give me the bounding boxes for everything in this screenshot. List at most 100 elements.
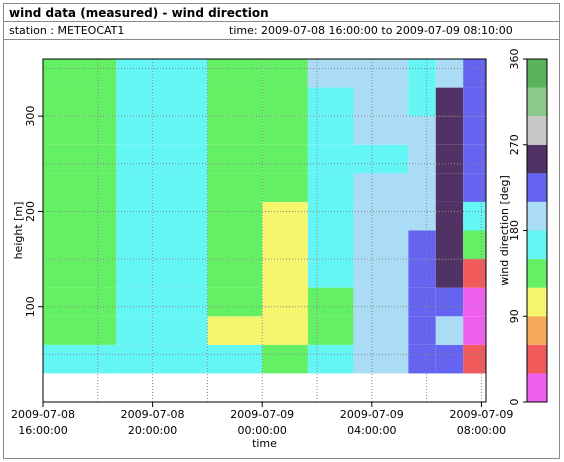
- heatmap-cell: [408, 173, 436, 202]
- title-bar: wind data (measured) - wind direction: [4, 4, 559, 22]
- heatmap-cell: [207, 259, 263, 288]
- colorbar-label: wind direction [deg]: [498, 175, 511, 286]
- heatmap-cell: [116, 287, 153, 317]
- heatmap-cell: [408, 230, 436, 260]
- colorbar-segment: [527, 59, 547, 88]
- heatmap-cell: [207, 201, 263, 231]
- colorbar-tick-label: 0: [508, 399, 521, 406]
- heatmap-cell: [262, 173, 308, 202]
- colorbar-tick-label: 90: [508, 309, 521, 323]
- heatmap-cell: [435, 230, 464, 260]
- colorbar-segment: [527, 373, 547, 402]
- heatmap-cell: [463, 116, 486, 145]
- heatmap-cell: [307, 316, 354, 345]
- heatmap-cell: [262, 344, 308, 374]
- x-tick-label-time: 20:00:00: [128, 424, 177, 437]
- colorbar-segment: [527, 316, 547, 345]
- heatmap-cell: [353, 230, 409, 260]
- heatmap-cell: [152, 316, 208, 345]
- colorbar-segment: [527, 116, 547, 145]
- heatmap-cell: [43, 116, 117, 145]
- heatmap-cell: [116, 344, 153, 374]
- heatmap-cell: [307, 59, 354, 88]
- heatmap-cell: [408, 344, 436, 374]
- heatmap-cell: [353, 173, 409, 202]
- colorbar-segment: [527, 230, 547, 260]
- heatmap-cell: [152, 344, 208, 374]
- x-tick-label-date: 2009-07-08: [11, 408, 75, 421]
- heatmap-cell: [463, 59, 486, 88]
- y-tick-label: 200: [24, 201, 37, 222]
- x-tick-label-time: 04:00:00: [347, 424, 396, 437]
- y-axis: 100 200 300: [24, 106, 43, 317]
- x-tick-label-time: 16:00:00: [18, 424, 67, 437]
- heatmap-cell: [307, 201, 354, 231]
- heatmap-cell: [116, 316, 153, 345]
- heatmap-cell: [262, 116, 308, 145]
- heatmap-cell: [152, 116, 208, 145]
- heatmap-cell: [152, 230, 208, 260]
- x-tick-label-time: 00:00:00: [238, 424, 287, 437]
- heatmap-cell: [116, 259, 153, 288]
- heatmap-cell: [207, 116, 263, 145]
- colorbar: 0 90 180 270 360: [508, 49, 548, 406]
- heatmap-cell: [408, 316, 436, 345]
- heatmap-cell: [262, 316, 308, 345]
- colorbar-segment: [527, 144, 547, 174]
- heatmap-cell: [307, 344, 354, 374]
- heatmap-cell: [262, 59, 308, 88]
- heatmap-cell: [262, 259, 308, 288]
- colorbar-segment: [527, 344, 547, 374]
- heatmap-cell: [463, 287, 486, 317]
- x-axis-label: time: [252, 437, 277, 450]
- y-tick-label: 100: [24, 296, 37, 317]
- y-tick-label: 300: [24, 106, 37, 127]
- heatmap-cell: [435, 201, 464, 231]
- heatmap-cell: [207, 173, 263, 202]
- heatmap-cell: [307, 259, 354, 288]
- heatmap-cell: [353, 144, 409, 174]
- heatmap-cell: [262, 144, 308, 174]
- heatmap-cell: [152, 259, 208, 288]
- heatmap-cell: [463, 144, 486, 174]
- heatmap-cell: [353, 59, 409, 88]
- heatmap-cell: [207, 230, 263, 260]
- heatmap-cell: [408, 59, 436, 88]
- heatmap-cell: [43, 87, 117, 117]
- heatmap-cell: [262, 287, 308, 317]
- heatmap-cell: [408, 201, 436, 231]
- heatmap-cell: [435, 316, 464, 345]
- heatmap-cell: [43, 344, 117, 374]
- heatmap-cell: [435, 87, 464, 117]
- heatmap-cell: [43, 173, 117, 202]
- heatmap-cell: [116, 201, 153, 231]
- colorbar-segment: [527, 87, 547, 117]
- y-axis-label: height [m]: [12, 202, 25, 260]
- heatmap-cell: [207, 316, 263, 345]
- heatmap-cell: [43, 144, 117, 174]
- heatmap-cell: [152, 173, 208, 202]
- heatmap-cell: [408, 259, 436, 288]
- x-axis: 2009-07-08 16:00:00 2009-07-08 20:00:00 2009…: [11, 402, 513, 437]
- heatmap-cell: [353, 259, 409, 288]
- heatmap-cell: [262, 230, 308, 260]
- heatmap-cell: [463, 230, 486, 260]
- heatmap-cell: [43, 316, 117, 345]
- heatmap-cell: [152, 59, 208, 88]
- heatmap-cell: [116, 230, 153, 260]
- heatmap-cell: [116, 87, 153, 117]
- heatmap-cell: [353, 87, 409, 117]
- heatmap-cell: [307, 87, 354, 117]
- x-tick-label-date: 2009-07-08: [121, 408, 185, 421]
- heatmap-cell: [463, 201, 486, 231]
- heatmap-cell: [43, 287, 117, 317]
- heatmap-cell: [152, 87, 208, 117]
- colorbar-tick-label: 180: [508, 220, 521, 241]
- heatmap-cell: [408, 144, 436, 174]
- heatmap-cell: [463, 87, 486, 117]
- x-tick-label-date: 2009-07-09: [230, 408, 294, 421]
- heatmap-cell: [408, 116, 436, 145]
- heatmap-cell: [307, 144, 354, 174]
- heatmap-cell: [435, 144, 464, 174]
- heatmap-cell: [435, 173, 464, 202]
